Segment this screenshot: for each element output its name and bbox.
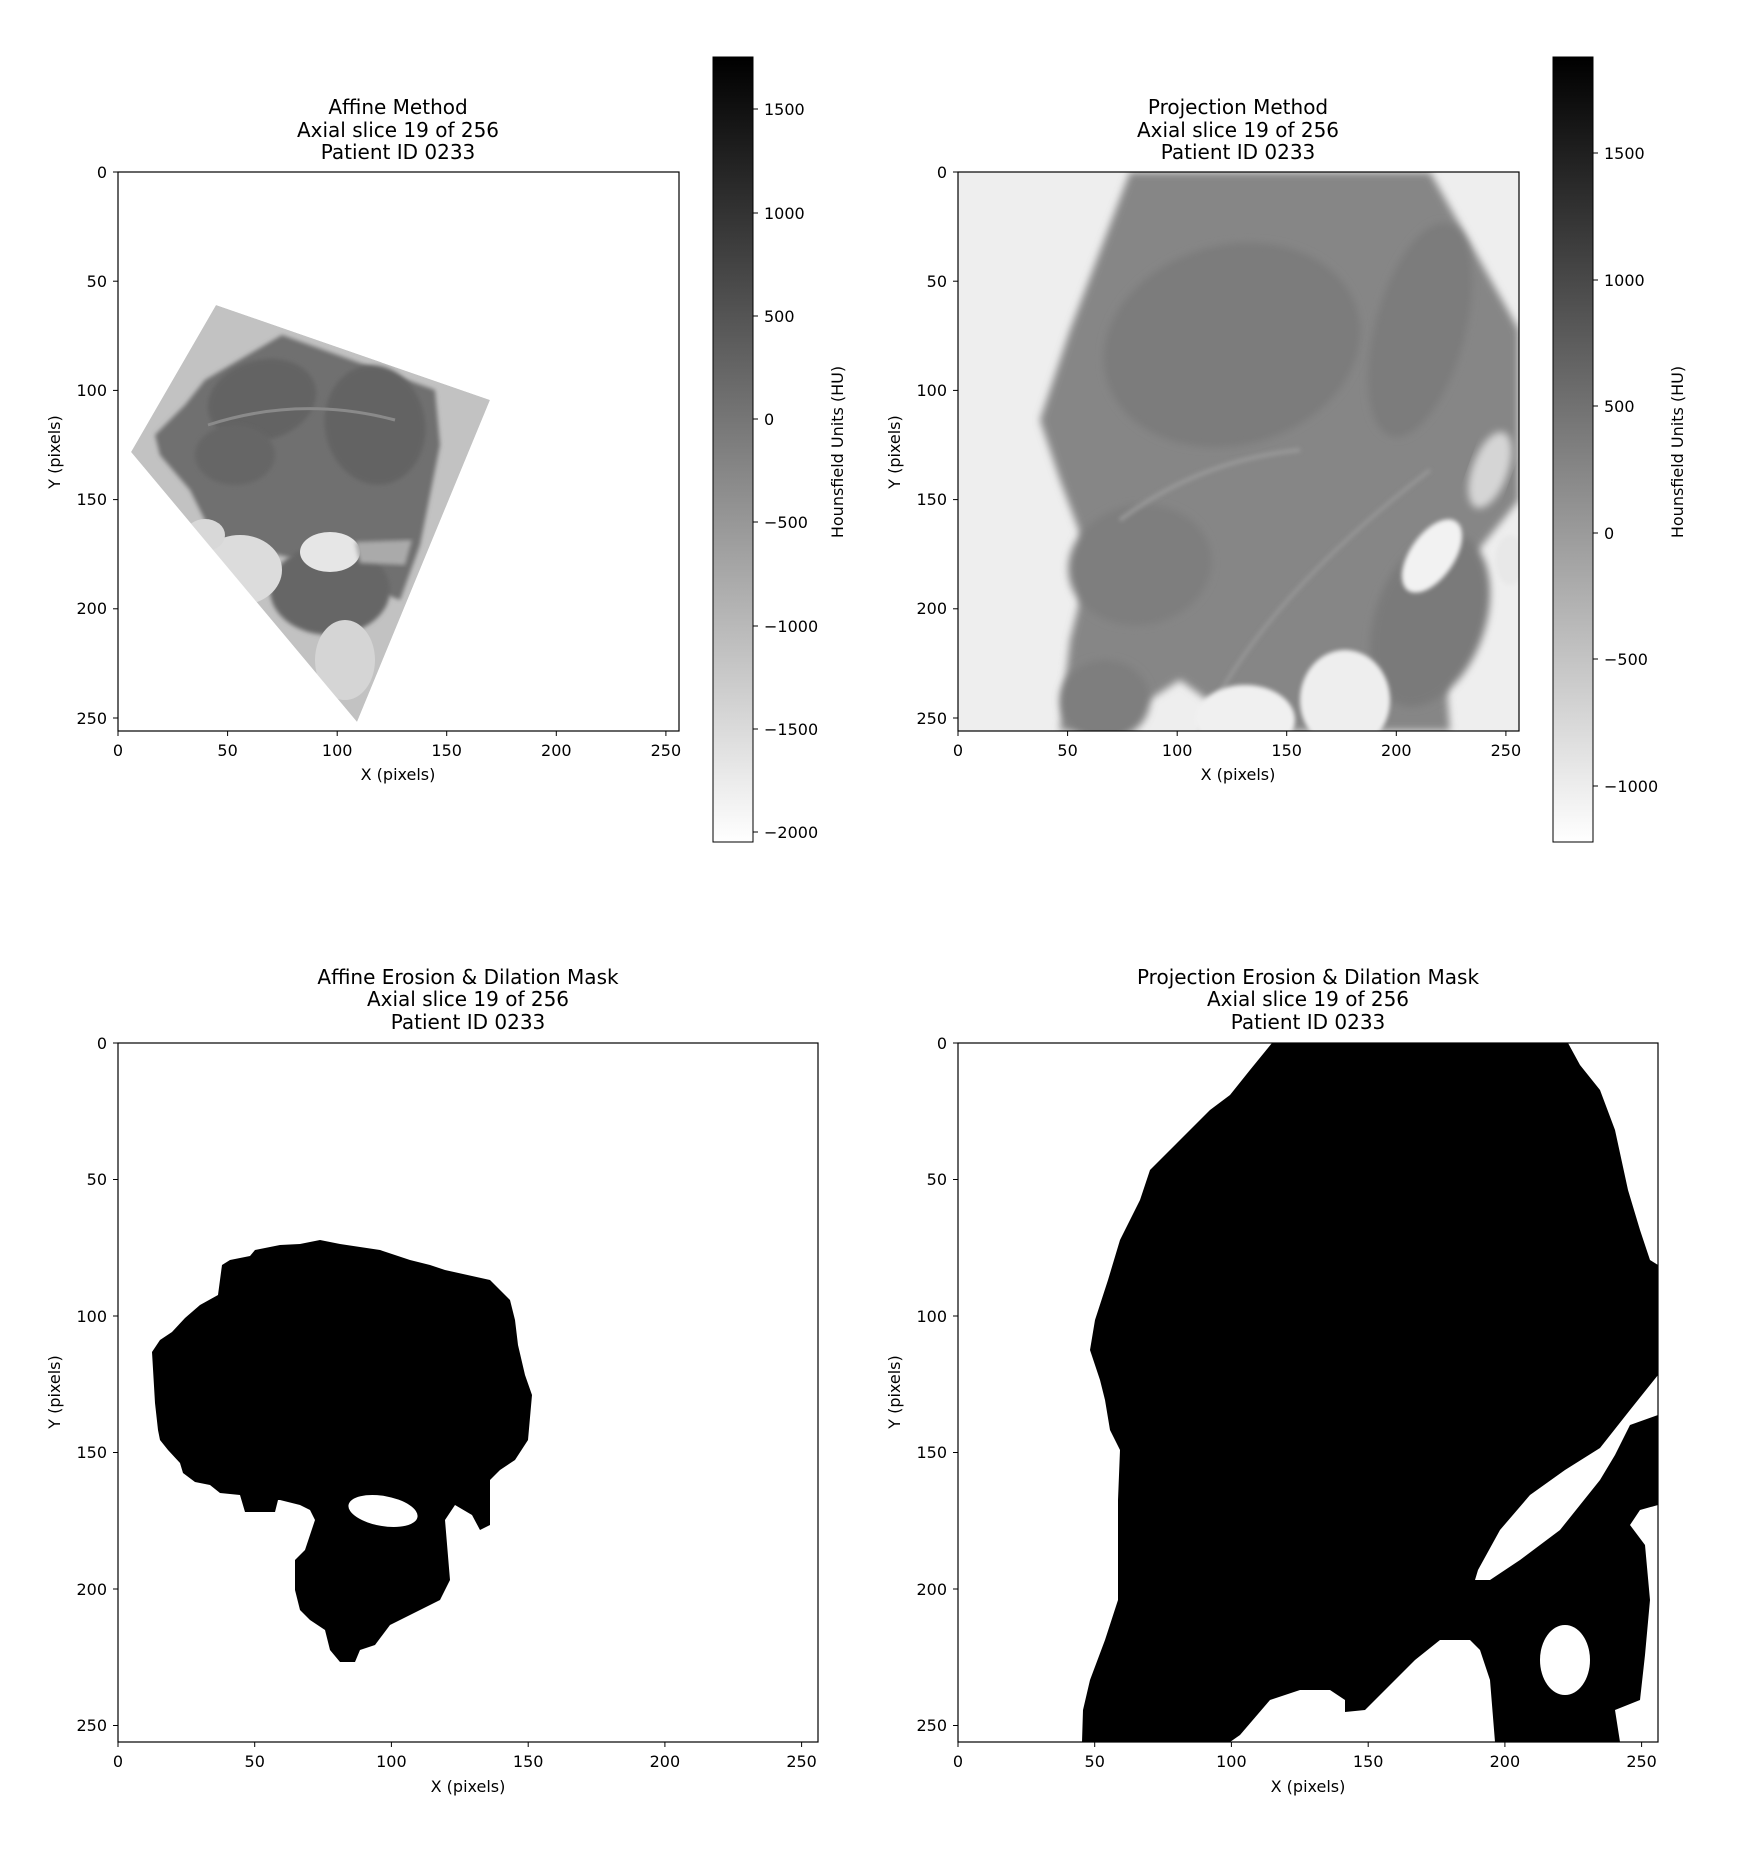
x-axis-label: X (pixels) [1271,1777,1346,1796]
x-tick-label: 50 [245,1752,265,1771]
x-tick-label: 150 [431,741,462,760]
y-tick-label: 0 [97,1034,107,1053]
title-line-3: Patient ID 0233 [321,140,476,164]
title-line-3: Patient ID 0233 [1161,140,1316,164]
x-tick-label: 200 [1490,1752,1521,1771]
x-tick-label: 50 [1085,1752,1105,1771]
y-tick-label: 0 [97,163,107,182]
y-tick-label: 150 [76,490,107,509]
colorbar-affine: 1500 1000 500 0 −500 −1000 −1500 −2000 H… [712,56,847,843]
x-tick-label: 50 [1057,741,1077,760]
colorbar-tick-label: −500 [1604,650,1648,669]
y-tick-label: 250 [916,709,947,728]
plot-frame [117,1042,819,1743]
y-tick-label: 200 [76,1580,107,1599]
y-tick-label: 250 [916,1716,947,1735]
title-line-2: Axial slice 19 of 256 [367,987,569,1011]
x-tick-label: 150 [1271,741,1302,760]
colorbar-tick-label: −1500 [764,720,818,739]
mask-region [152,1240,532,1662]
title-line-2: Axial slice 19 of 256 [1207,987,1409,1011]
colorbar-tick-label: 0 [1604,524,1614,543]
colorbar-label: Hounsfield Units (HU) [828,366,847,538]
colorbar-tick-label: 1000 [1604,271,1645,290]
y-tick-label: 50 [87,272,107,291]
colorbar-tick-label: 500 [1604,397,1635,416]
y-axis-label: Y (pixels) [885,415,904,490]
x-tick-label: 100 [322,741,353,760]
y-tick-label: 100 [76,381,107,400]
mask-region [1082,1043,1658,1742]
y-tick-label: 50 [927,1170,947,1189]
colorbar-tick-label: −1000 [764,617,818,636]
title-line-1: Projection Erosion & Dilation Mask [1137,965,1479,989]
x-axis-label: X (pixels) [1201,765,1276,784]
title-line-3: Patient ID 0233 [391,1010,546,1034]
y-tick-label: 50 [87,1170,107,1189]
title-line-2: Axial slice 19 of 256 [297,118,499,142]
x-tick-label: 250 [651,741,682,760]
x-tick-label: 200 [650,1752,681,1771]
title-line-2: Axial slice 19 of 256 [1137,118,1339,142]
x-tick-label: 100 [376,1752,407,1771]
x-tick-label: 0 [113,741,123,760]
colorbar-tick-label: 500 [764,307,795,326]
y-tick-label: 100 [76,1307,107,1326]
y-tick-label: 200 [916,1580,947,1599]
plot-frame [957,1042,1659,1743]
x-tick-label: 0 [953,741,963,760]
title-line-3: Patient ID 0233 [1231,1010,1386,1034]
x-tick-label: 100 [1216,1752,1247,1771]
y-tick-label: 200 [916,599,947,618]
title-line-1: Affine Method [328,95,467,119]
panel-affine-mask: Affine Erosion & Dilation Mask Axial sli… [45,965,819,1796]
x-tick-label: 150 [1353,1752,1384,1771]
y-tick-label: 0 [937,1034,947,1053]
colorbar-projection: 1500 1000 500 0 −500 −1000 Hounsfield Un… [1552,56,1687,843]
x-tick-label: 250 [1491,741,1522,760]
x-tick-label: 100 [1162,741,1193,760]
plot-frame [117,171,680,732]
x-tick-label: 250 [1626,1752,1657,1771]
y-tick-label: 200 [76,599,107,618]
colorbar-label: Hounsfield Units (HU) [1668,366,1687,538]
y-tick-label: 150 [916,1443,947,1462]
y-axis-label: Y (pixels) [45,415,64,490]
colorbar-tick-label: −500 [764,513,808,532]
panel-affine-method: Affine Method Axial slice 19 of 256 Pati… [45,56,847,843]
panel-projection-mask: Projection Erosion & Dilation Mask Axial… [885,965,1659,1796]
colorbar-tick-label: 1500 [1604,144,1645,163]
y-tick-label: 150 [76,1443,107,1462]
x-tick-label: 50 [217,741,237,760]
y-tick-label: 150 [916,490,947,509]
x-axis-label: X (pixels) [431,1777,506,1796]
y-tick-label: 50 [927,272,947,291]
x-tick-label: 200 [1381,741,1412,760]
colorbar-tick-label: 1500 [764,100,805,119]
x-axis-label: X (pixels) [361,765,436,784]
y-tick-label: 0 [937,163,947,182]
colorbar-tick-label: 1000 [764,204,805,223]
colorbar-tick-label: −2000 [764,823,818,842]
y-axis-label: Y (pixels) [885,1355,904,1430]
panel-projection-method: Projection Method Axial slice 19 of 256 … [885,56,1687,843]
x-tick-label: 250 [786,1752,817,1771]
x-tick-label: 150 [513,1752,544,1771]
y-tick-label: 100 [916,381,947,400]
x-tick-label: 200 [541,741,572,760]
title-line-1: Projection Method [1148,95,1328,119]
colorbar-tick-label: −1000 [1604,777,1658,796]
ct-image-affine [118,172,679,731]
y-tick-label: 100 [916,1307,947,1326]
colorbar-tick-label: 0 [764,410,774,429]
y-axis-label: Y (pixels) [45,1355,64,1430]
x-tick-label: 0 [113,1752,123,1771]
x-tick-label: 0 [953,1752,963,1771]
y-tick-label: 250 [76,1716,107,1735]
title-line-1: Affine Erosion & Dilation Mask [317,965,619,989]
plot-frame [957,171,1520,732]
y-tick-label: 250 [76,709,107,728]
ct-image-projection [958,172,1519,731]
